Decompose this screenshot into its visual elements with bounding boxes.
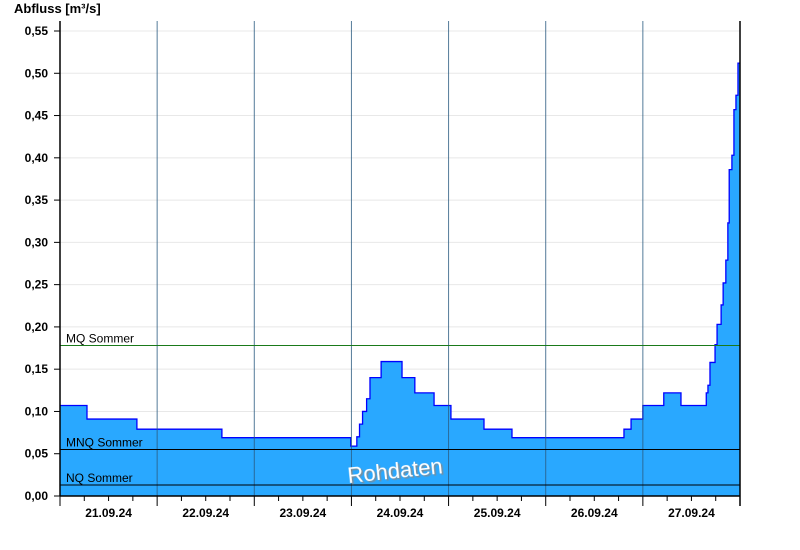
y-tick-label: 0,15 xyxy=(25,362,49,376)
y-tick-label: 0,10 xyxy=(25,404,49,418)
x-tick-label: 26.09.24 xyxy=(571,506,618,520)
y-tick-label: 0,40 xyxy=(25,151,49,165)
reference-line-label: MNQ Sommer xyxy=(66,436,143,450)
y-tick-label: 0,25 xyxy=(25,278,49,292)
y-tick-label: 0,30 xyxy=(25,235,49,249)
discharge-series xyxy=(60,62,740,497)
x-tick-label: 25.09.24 xyxy=(474,506,521,520)
gridlines xyxy=(60,30,740,455)
y-tick-label: 0,00 xyxy=(25,489,49,503)
y-axis-title: Abfluss [m³/s] xyxy=(14,1,101,16)
discharge-area xyxy=(60,63,740,497)
y-tick-label: 0,45 xyxy=(25,109,49,123)
reference-lines: MQ Sommer MNQ Sommer NQ Sommer xyxy=(60,332,740,486)
axes: 0,00 0,05 0,10 0,15 0,20 0,25 0,30 0,35 0,40 0,45… xyxy=(25,21,741,520)
y-tick-label: 0,50 xyxy=(25,66,49,80)
reference-line-label: MQ Sommer xyxy=(66,332,134,346)
x-tick-label: 24.09.24 xyxy=(377,506,424,520)
day-separators xyxy=(156,21,644,496)
x-tick-label: 27.09.24 xyxy=(668,506,715,520)
y-tick-label: 0,55 xyxy=(25,24,49,38)
y-tick-label: 0,35 xyxy=(25,193,49,207)
x-tick-label: 23.09.24 xyxy=(279,506,326,520)
x-tick-label: 22.09.24 xyxy=(182,506,229,520)
x-tick-label: 21.09.24 xyxy=(85,506,132,520)
discharge-line xyxy=(60,62,740,447)
y-tick-label: 0,20 xyxy=(25,320,49,334)
reference-line-label: NQ Sommer xyxy=(66,471,133,485)
y-tick-label: 0,05 xyxy=(25,447,49,461)
